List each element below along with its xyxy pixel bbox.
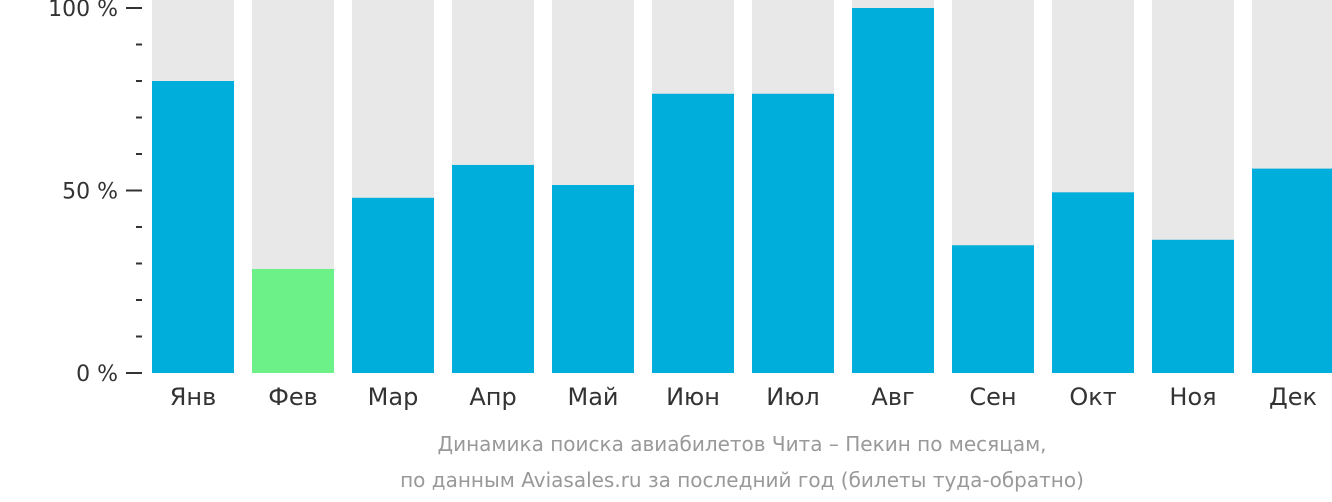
x-category-label: Апр <box>469 383 516 411</box>
bar <box>852 8 934 373</box>
bar <box>752 93 834 374</box>
x-category-label: Фев <box>268 383 318 411</box>
bar <box>352 197 434 373</box>
caption-line-1: Динамика поиска авиабилетов Чита – Пекин… <box>437 432 1046 456</box>
bars-group <box>152 0 1332 374</box>
bar <box>552 185 634 373</box>
x-category-label: Июл <box>766 383 820 411</box>
bar <box>452 164 534 373</box>
y-tick-label: 50 % <box>62 180 118 205</box>
bar <box>152 81 234 373</box>
y-axis: 0 % 50 % 100 % <box>48 0 142 387</box>
x-category-label: Ноя <box>1169 383 1216 411</box>
bar <box>252 268 334 373</box>
bar <box>1152 239 1234 373</box>
x-category-label: Мар <box>368 383 419 411</box>
bar <box>952 245 1034 373</box>
caption-line-2: по данным Aviasales.ru за последний год … <box>400 468 1084 492</box>
x-category-label: Май <box>567 383 618 411</box>
bar <box>1052 192 1134 373</box>
x-category-label: Сен <box>969 383 1016 411</box>
x-category-label: Окт <box>1069 383 1116 411</box>
x-category-label: Авг <box>871 383 914 411</box>
bar <box>1252 168 1332 373</box>
y-tick-label: 0 % <box>76 362 118 387</box>
bar <box>652 93 734 374</box>
x-axis-labels: Янв Фев Мар Апр Май Июн Июл Авг Сен Окт Ноя Дек <box>170 383 1317 411</box>
x-category-label: Июн <box>666 383 720 411</box>
x-category-label: Дек <box>1269 383 1317 411</box>
y-tick-label: 100 % <box>48 0 118 22</box>
x-category-label: Янв <box>170 383 217 411</box>
